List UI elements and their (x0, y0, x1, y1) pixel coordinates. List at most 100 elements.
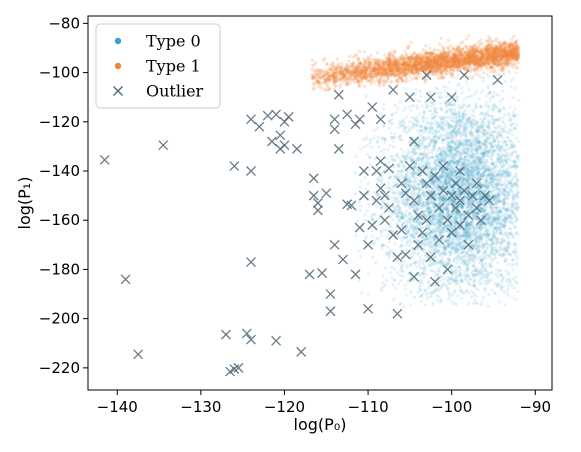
type-0-point (498, 187, 502, 191)
type-0-point (370, 234, 375, 238)
type-0-point (516, 233, 520, 237)
type-0-point (428, 143, 432, 147)
type-0-point (399, 160, 403, 165)
type-0-point (474, 172, 478, 176)
type-0-point (512, 126, 516, 130)
type-0-point (493, 197, 498, 202)
type-0-point (492, 236, 497, 240)
type-0-point (432, 226, 436, 230)
type-0-point (363, 176, 367, 180)
type-0-point (450, 150, 454, 154)
type-0-point (354, 233, 358, 238)
type-0-point (467, 147, 471, 151)
type-0-point (401, 199, 405, 203)
type-0-point (510, 284, 514, 288)
type-0-point (402, 260, 406, 264)
type-0-point (466, 143, 470, 147)
type-0-point (506, 262, 510, 267)
type-0-point (399, 147, 403, 151)
type-0-point (510, 184, 514, 188)
type-0-point (443, 235, 448, 239)
type-0-point (391, 139, 395, 143)
type-0-point (455, 159, 459, 163)
type-0-point (371, 256, 375, 260)
type-0-point (407, 229, 411, 233)
type-0-point (491, 189, 495, 193)
type-0-point (479, 105, 483, 109)
type-0-point (446, 275, 450, 279)
type-0-point (476, 157, 480, 161)
type-0-point (456, 175, 460, 179)
type-0-point (443, 90, 447, 94)
type-0-point (366, 202, 370, 206)
type-0-point (358, 185, 362, 189)
type-0-point (452, 218, 456, 222)
type-0-point (475, 164, 479, 168)
type-0-point (426, 206, 430, 210)
type-0-point (465, 264, 469, 268)
type-0-point (506, 287, 510, 291)
type-0-point (444, 119, 448, 123)
type-0-point (451, 189, 456, 193)
type-0-point (499, 288, 503, 292)
type-0-point (469, 125, 473, 129)
type-0-point (416, 182, 420, 186)
type-0-point (419, 174, 423, 178)
type-0-point (453, 247, 457, 251)
type-0-point (443, 283, 447, 287)
type-0-point (503, 153, 507, 157)
type-0-point (432, 103, 436, 107)
type-0-point (415, 187, 419, 191)
type-0-point (444, 157, 448, 161)
type-0-point (429, 208, 433, 213)
type-0-point (452, 257, 456, 261)
type-0-point (473, 119, 477, 123)
type-0-point (438, 202, 442, 206)
type-0-point (433, 289, 437, 293)
type-0-point (499, 213, 503, 217)
type-0-point (430, 218, 434, 222)
type-0-point (504, 231, 508, 235)
type-0-point (487, 233, 491, 237)
type-0-point (425, 116, 429, 120)
type-0-point (509, 118, 513, 122)
type-0-point (418, 153, 422, 157)
type-0-point (474, 106, 478, 110)
type-0-point (459, 203, 464, 207)
type-0-point (398, 302, 402, 306)
type-0-point (424, 200, 428, 205)
type-0-point (465, 166, 469, 170)
type-0-point (482, 165, 486, 169)
type-0-point (369, 163, 373, 167)
type-0-point (497, 300, 501, 304)
type-0-point (358, 254, 362, 258)
type-0-point (390, 265, 394, 270)
type-0-point (467, 162, 472, 166)
type-0-point (514, 261, 519, 265)
type-0-point (420, 281, 424, 286)
type-0-point (467, 104, 471, 108)
type-0-point (470, 141, 474, 145)
type-0-point (487, 148, 491, 152)
type-0-point (464, 222, 468, 226)
type-0-point (453, 269, 458, 273)
type-0-point (387, 160, 391, 164)
type-0-point (483, 280, 487, 284)
type-0-point (431, 132, 435, 136)
type-0-point (485, 240, 489, 244)
type-0-point (382, 147, 386, 152)
type-0-point (418, 295, 422, 299)
type-0-point (484, 286, 488, 291)
type-0-point (486, 193, 490, 197)
type-0-point (500, 165, 504, 169)
type-0-point (368, 141, 372, 145)
type-0-point (387, 119, 391, 123)
type-0-point (492, 148, 496, 153)
type-0-point (497, 252, 501, 256)
type-0-point (492, 177, 496, 181)
type-0-point (460, 205, 464, 209)
type-0-point (448, 200, 452, 204)
type-0-point (456, 94, 460, 98)
type-0-point (434, 178, 438, 182)
type-0-point (471, 166, 475, 171)
